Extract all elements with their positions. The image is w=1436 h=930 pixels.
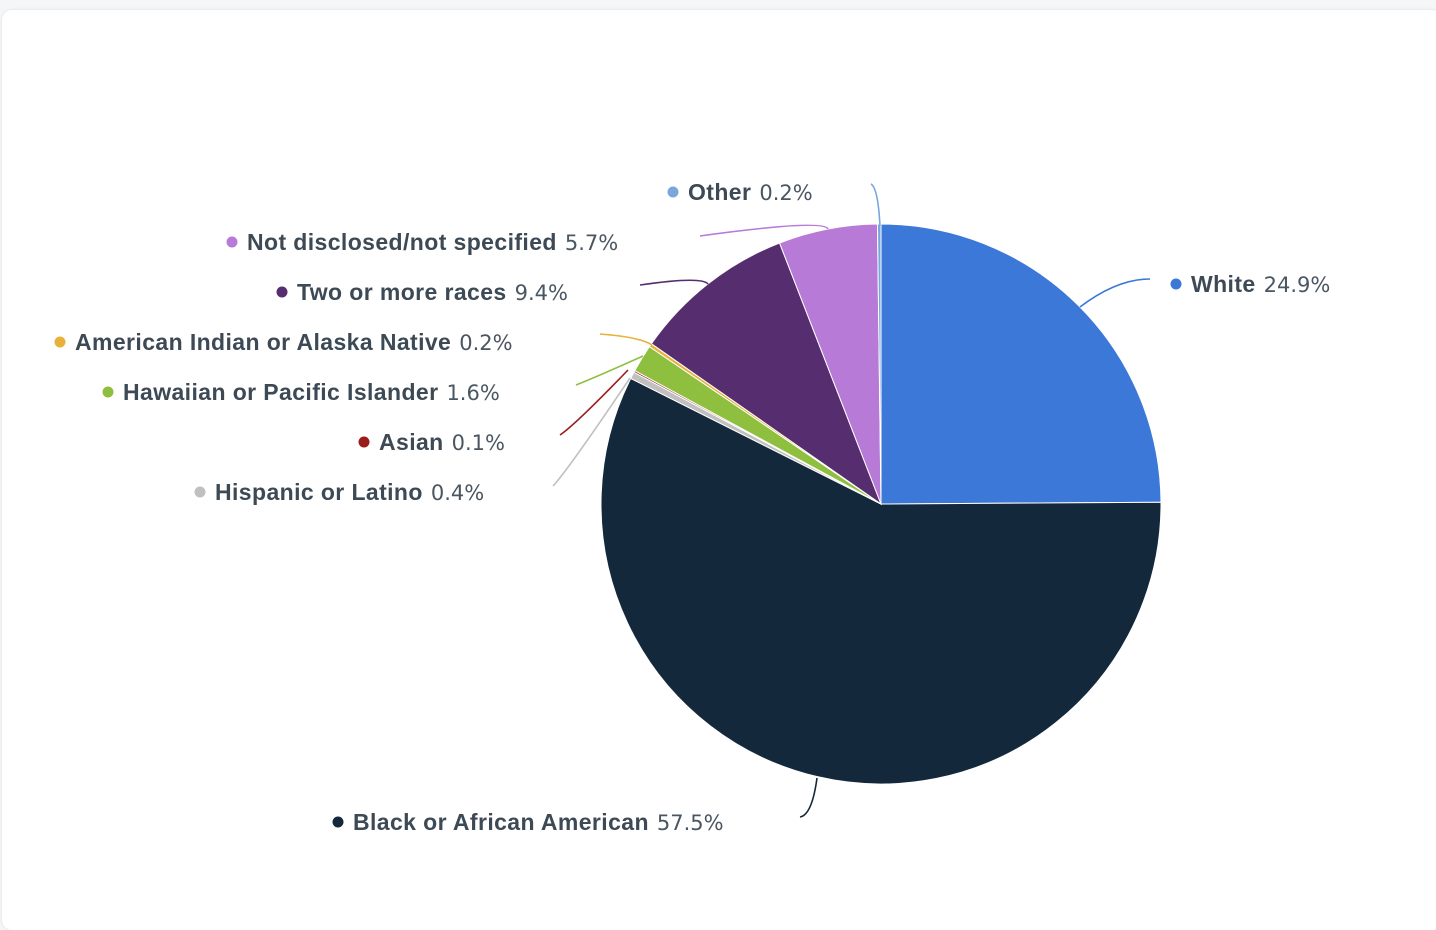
slice-name: White: [1191, 271, 1256, 297]
data-label-american-indian-or-alaska-native: American Indian or Alaska Native 0.2%: [75, 329, 513, 355]
slice-black-or-african-american[interactable]: [600, 377, 1162, 785]
slice-name: Black or African American: [353, 809, 649, 835]
data-label-other: Other 0.2%: [688, 179, 813, 205]
data-label-black-or-african-american: Black or African American 57.5%: [353, 809, 724, 835]
data-label-not-disclosed-not-specified: Not disclosed/not specified 5.7%: [247, 229, 618, 255]
slice-value: 5.7%: [565, 231, 618, 255]
label-dot-american-indian-or-alaska-native: [54, 336, 66, 348]
slice-name: Other: [688, 179, 751, 205]
slice-value: 1.6%: [446, 381, 499, 405]
data-label-hawaiian-or-pacific-islander: Hawaiian or Pacific Islander 1.6%: [123, 379, 500, 405]
slice-name: Asian: [379, 429, 444, 455]
label-dot-two-or-more-races: [276, 286, 288, 298]
data-label-two-or-more-races: Two or more races 9.4%: [297, 279, 568, 305]
slice-value: 0.2%: [459, 331, 512, 355]
pie-slices: [600, 223, 1162, 785]
label-dot-hawaiian-or-pacific-islander: [102, 386, 114, 398]
slice-value: 0.4%: [431, 481, 484, 505]
slice-name: Two or more races: [297, 279, 507, 305]
slice-labels: White 24.9% Black or African American 57.5%…: [54, 179, 1330, 835]
data-label-white: White 24.9%: [1191, 271, 1330, 297]
leader-black-or-african-american: [799, 777, 818, 818]
data-label-hispanic-or-latino: Hispanic or Latino 0.4%: [215, 479, 484, 505]
data-label-asian: Asian 0.1%: [379, 429, 505, 455]
leader-hispanic-or-latino: [552, 377, 631, 487]
label-dot-asian: [358, 436, 370, 448]
label-dot-black-or-african-american: [332, 816, 344, 828]
label-dot-not-disclosed-not-specified: [226, 236, 238, 248]
leader-lines: [552, 183, 1151, 818]
slice-name: Hispanic or Latino: [215, 479, 423, 505]
leader-american-indian-or-alaska-native: [599, 333, 653, 346]
slice-value: 0.1%: [452, 431, 505, 455]
leader-asian: [559, 369, 629, 436]
slice-value: 57.5%: [657, 811, 724, 835]
slice-white[interactable]: [880, 223, 1162, 505]
slice-value: 9.4%: [515, 281, 568, 305]
slice-value: 24.9%: [1264, 273, 1331, 297]
slice-name: Hawaiian or Pacific Islander: [123, 379, 438, 405]
slice-value: 0.2%: [759, 181, 812, 205]
slice-name: Not disclosed/not specified: [247, 229, 557, 255]
label-dot-hispanic-or-latino: [194, 486, 206, 498]
slice-name: American Indian or Alaska Native: [75, 329, 451, 355]
leader-white: [1079, 278, 1151, 308]
label-dot-white: [1170, 278, 1182, 290]
leader-hawaiian-or-pacific-islander: [575, 355, 644, 386]
leader-two-or-more-races: [639, 279, 709, 286]
label-dot-other: [667, 186, 679, 198]
leader-other: [870, 183, 881, 227]
leader-not-disclosed-not-specified: [699, 224, 829, 237]
